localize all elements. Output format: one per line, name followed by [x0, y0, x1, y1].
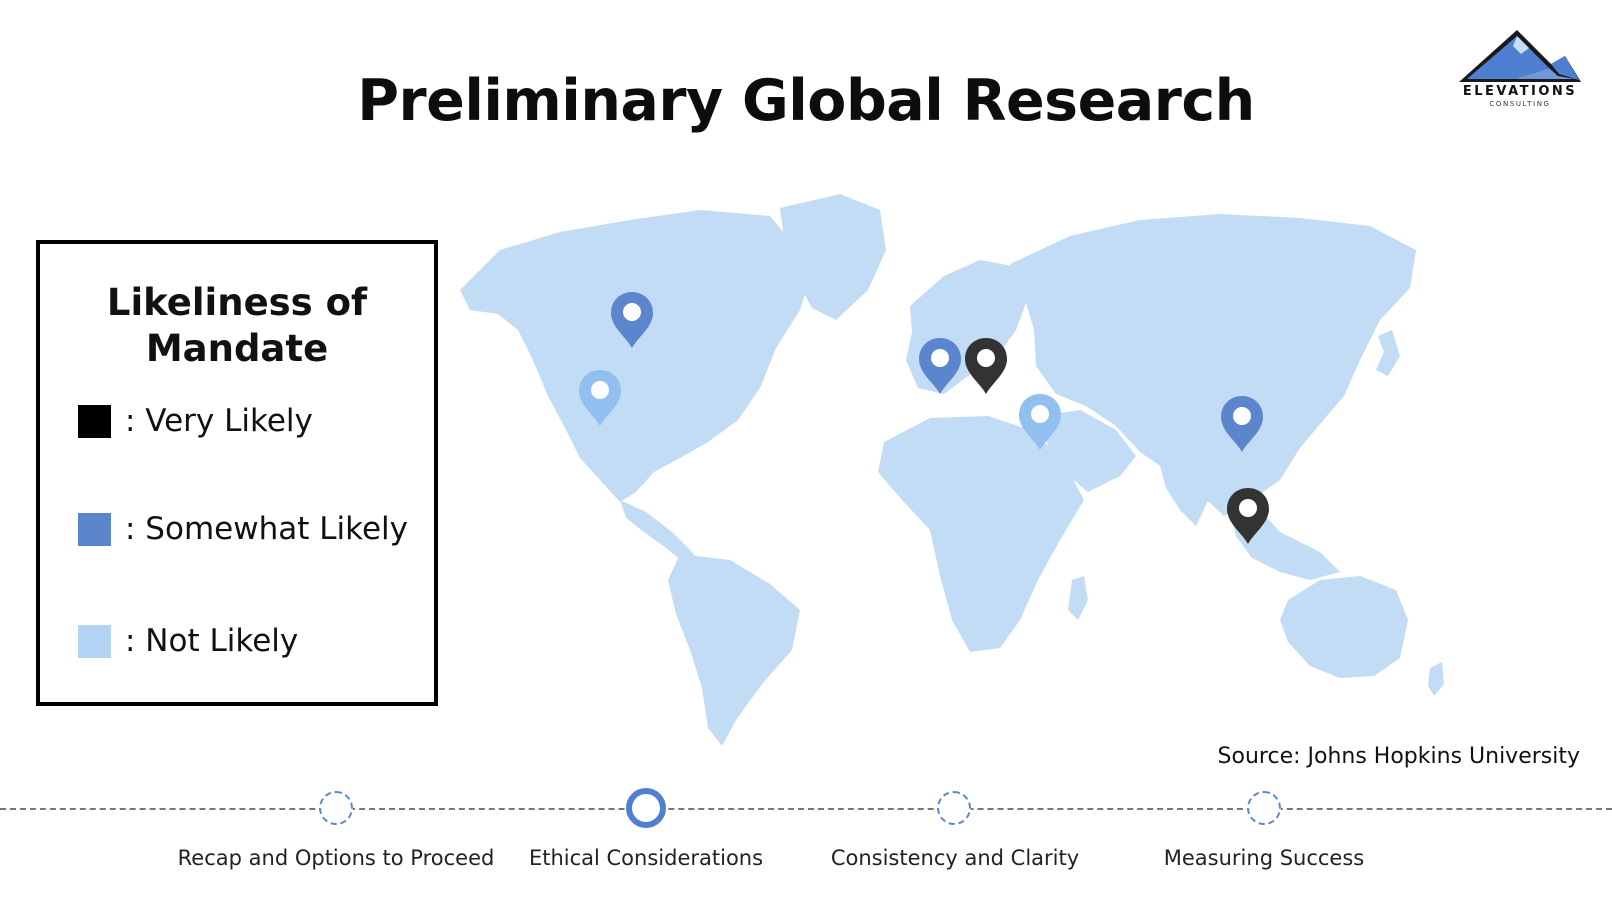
logo-name: ELEVATIONS	[1462, 84, 1578, 99]
landmass-india	[1160, 462, 1212, 526]
map-pin-western-us[interactable]	[579, 370, 621, 426]
landmass-greenland	[780, 194, 886, 320]
map-pin-china[interactable]	[1221, 396, 1263, 452]
map-pin-united-kingdom[interactable]	[919, 338, 961, 394]
legend-label-not-likely: : Not Likely	[125, 623, 299, 659]
timeline-node-consistency[interactable]	[937, 791, 971, 825]
legend-label-very-likely: : Very Likely	[125, 403, 313, 439]
landmass-new-zealand	[1428, 662, 1444, 696]
legend-item-very-likely: : Very Likely	[78, 403, 313, 439]
world-map	[460, 194, 1444, 746]
landmass-madagascar	[1068, 576, 1088, 620]
landmass-australia	[1280, 576, 1408, 678]
landmass-japan	[1376, 330, 1400, 376]
map-pin-canada[interactable]	[611, 292, 653, 348]
legend-swatch-very-likely	[78, 404, 111, 438]
map-pin-central-europe[interactable]	[965, 338, 1007, 394]
timeline-label-consistency[interactable]: Consistency and Clarity	[830, 846, 1080, 870]
landmass-south-america	[668, 554, 800, 746]
legend-box: Likeliness of Mandate : Very Likely : So…	[36, 240, 438, 706]
timeline-node-ethical[interactable]	[626, 788, 666, 828]
legend-item-somewhat-likely: : Somewhat Likely	[78, 511, 408, 547]
timeline-track	[0, 808, 1612, 810]
map-landmasses	[460, 194, 1444, 746]
legend-title-line-1: Likeliness of	[106, 281, 368, 324]
legend-swatch-not-likely	[78, 624, 111, 658]
logo-subtitle: CONSULTING	[1489, 100, 1551, 108]
legend-title-line-2: Mandate	[145, 327, 329, 370]
timeline-label-ethical[interactable]: Ethical Considerations	[528, 846, 764, 870]
legend-swatch-somewhat-likely	[78, 512, 111, 546]
timeline-label-measuring[interactable]: Measuring Success	[1163, 846, 1365, 870]
map-pin-middle-east[interactable]	[1019, 394, 1061, 450]
landmass-central-america	[620, 500, 702, 568]
map-pins	[579, 292, 1269, 544]
slide-title: Preliminary Global Research	[357, 68, 1255, 134]
legend-title: Likeliness of Mandate	[40, 280, 434, 372]
landmass-africa	[878, 416, 1084, 652]
landmass-asia	[1010, 214, 1416, 516]
timeline-label-recap[interactable]: Recap and Options to Proceed	[177, 846, 495, 870]
mountain-logo-icon	[1459, 30, 1581, 82]
timeline-node-measuring[interactable]	[1247, 791, 1281, 825]
map-pin-southeast-asia[interactable]	[1227, 488, 1269, 544]
landmass-north-america	[460, 210, 812, 502]
source-citation: Source: Johns Hopkins University	[1217, 744, 1580, 769]
legend-item-not-likely: : Not Likely	[78, 623, 299, 659]
landmass-arabia	[1040, 410, 1136, 492]
legend-label-somewhat-likely: : Somewhat Likely	[125, 511, 408, 547]
timeline-node-recap[interactable]	[319, 791, 353, 825]
